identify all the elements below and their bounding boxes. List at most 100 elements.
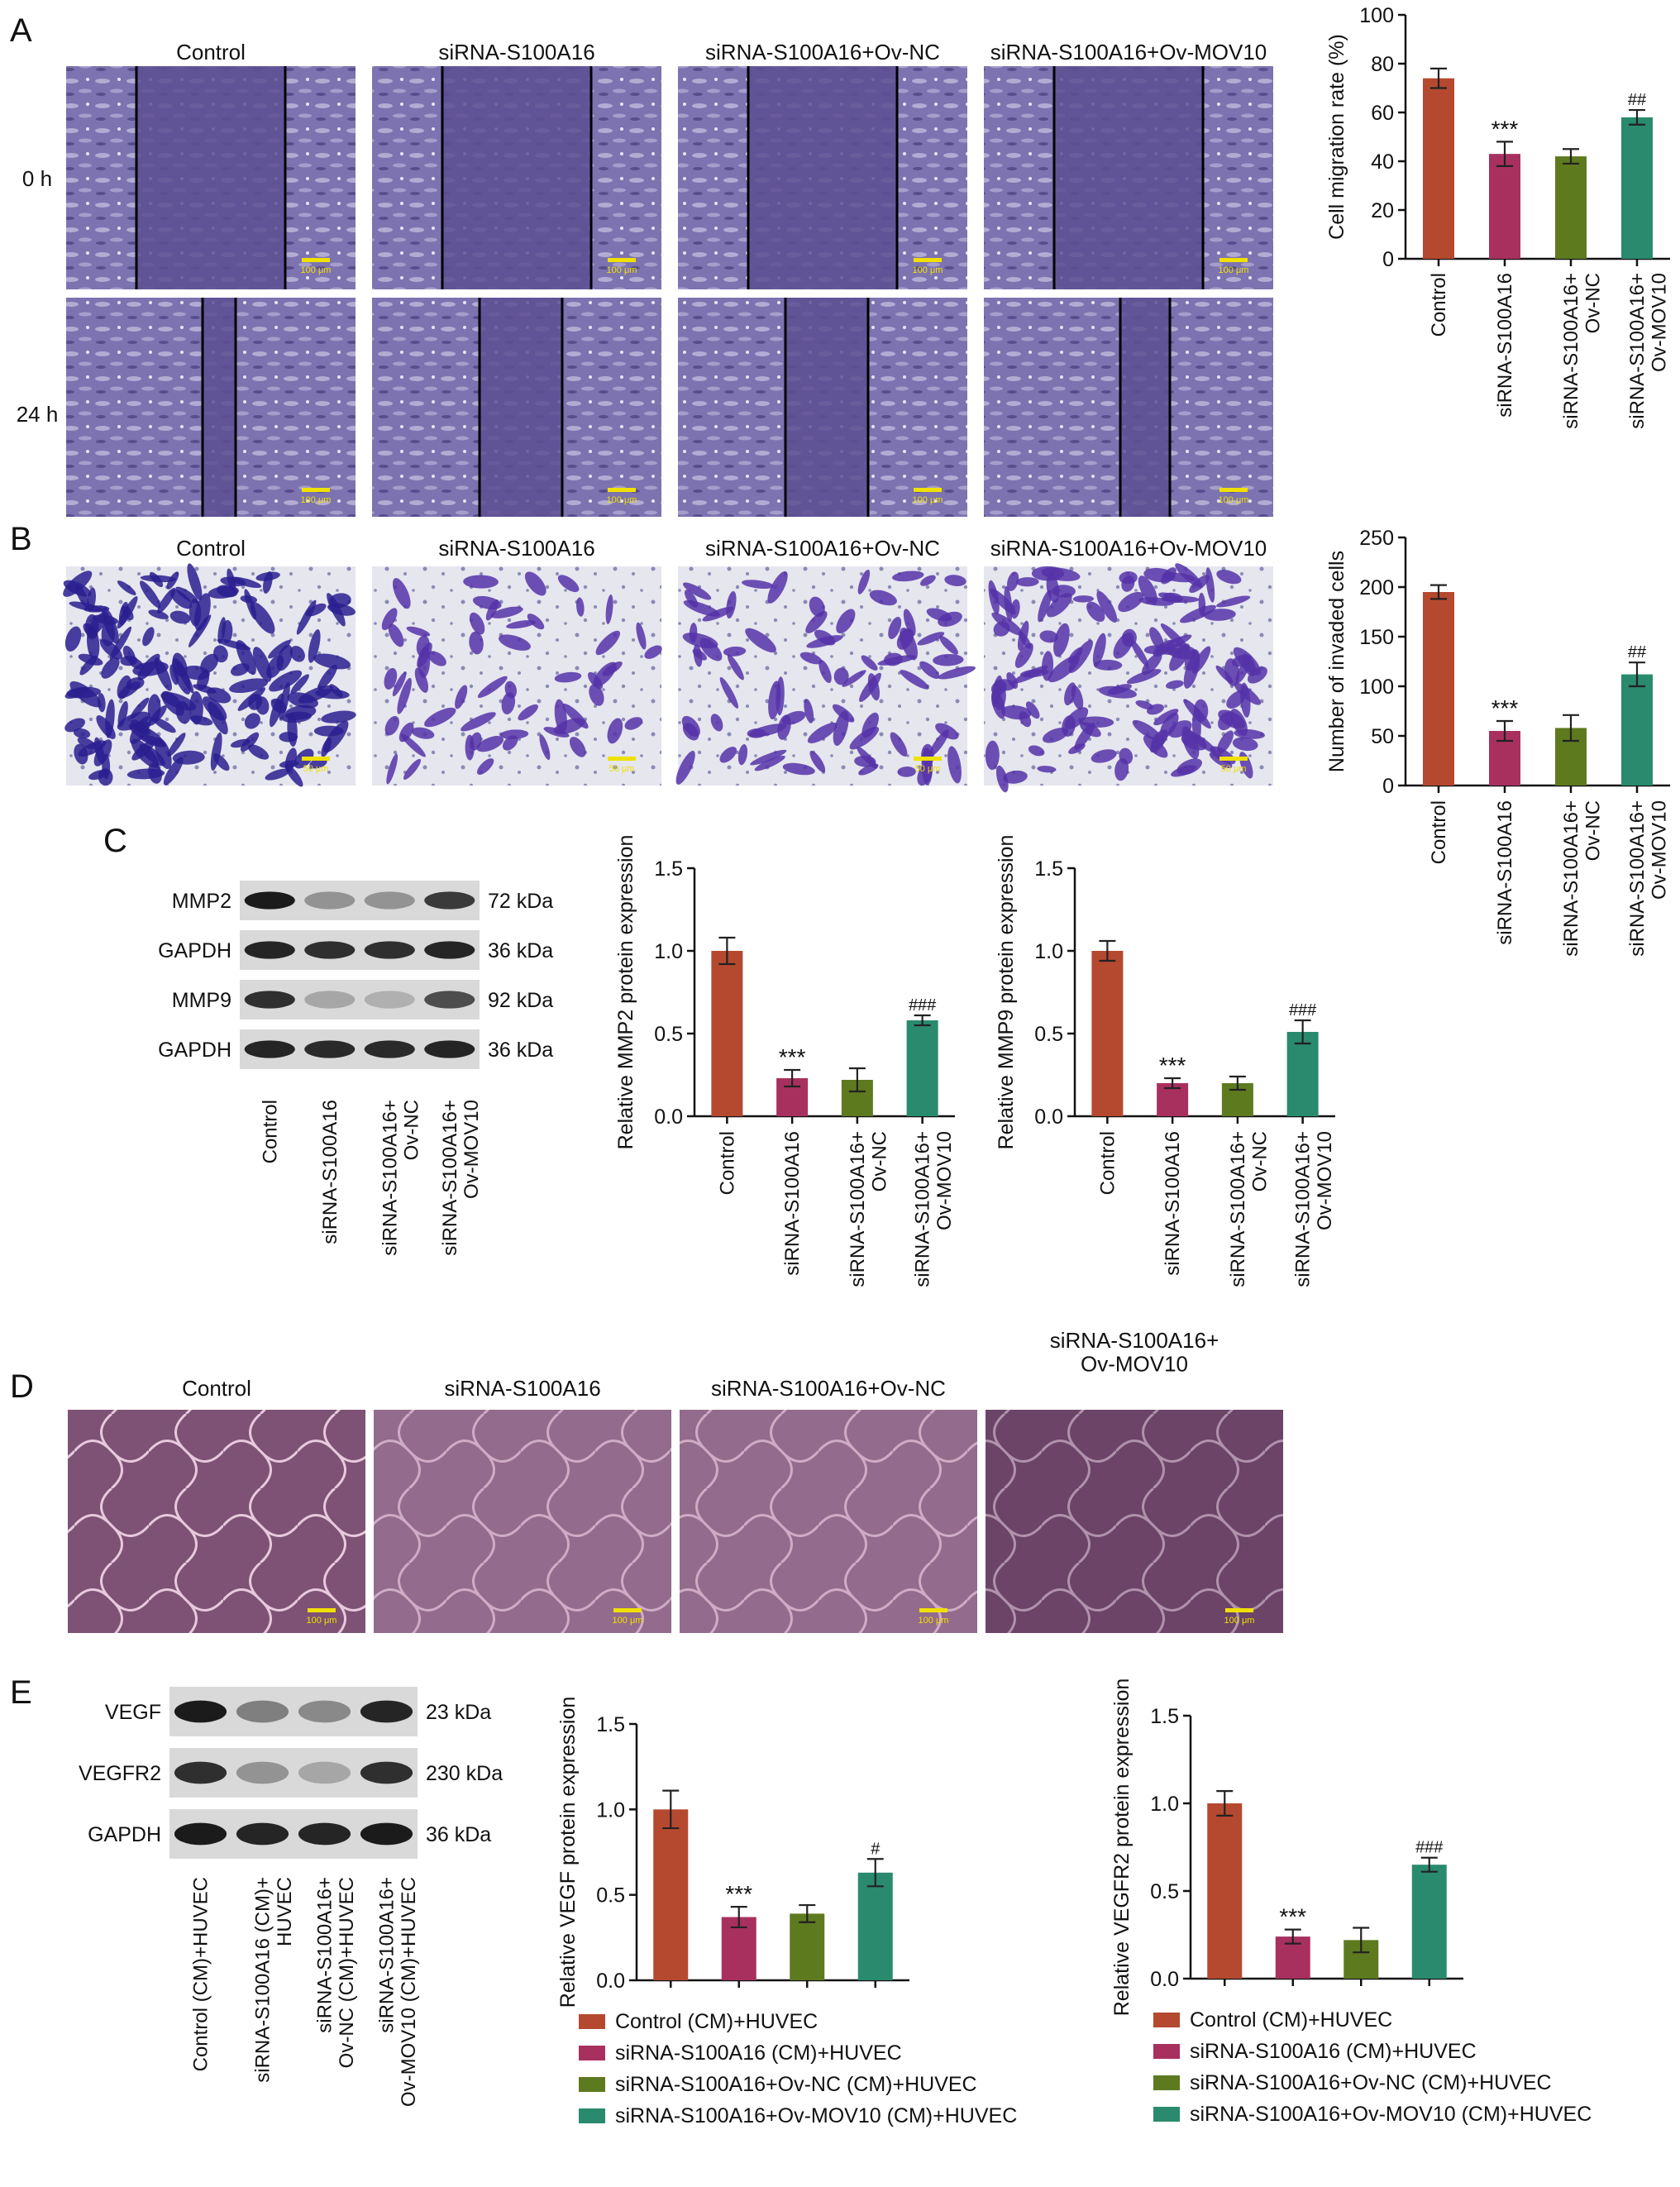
- legend-vegf-entry: siRNA-S100A16 (CM)+HUVEC: [615, 2041, 902, 2065]
- significance-mark: ###: [909, 996, 937, 1015]
- invaded-cell: [842, 670, 866, 687]
- scale-bar-label: 100 μm: [607, 265, 637, 275]
- bar-0: [653, 1809, 689, 1980]
- legend-vegfr2-swatch: [1153, 2044, 1180, 2059]
- invaded-cell: [392, 671, 407, 697]
- legend-vegf-entry: siRNA-S100A16+Ov-MOV10 (CM)+HUVEC: [615, 2104, 1017, 2127]
- invaded-cell: [321, 710, 356, 723]
- invaded-cell: [518, 704, 538, 721]
- invaded-cell: [819, 660, 832, 684]
- invaded-cell: [750, 749, 787, 766]
- invaded-cell: [1229, 709, 1248, 737]
- scale-bar-label: 50 μm: [915, 764, 941, 774]
- invaded-cell: [1014, 642, 1033, 668]
- invaded-cell: [268, 639, 291, 659]
- panelD-overlay: [986, 1410, 1283, 1633]
- invaded-cell: [327, 593, 346, 627]
- panelD-image: [986, 1410, 1283, 1633]
- invaded-cell: [917, 632, 945, 646]
- y-tick-label: 0: [1382, 775, 1394, 798]
- panelC-lane-label: siRNA-S100A16+Ov-MOV10: [439, 1100, 483, 1256]
- invaded-cell: [399, 722, 414, 743]
- significance-mark: ***: [1491, 116, 1519, 141]
- invaded-cell: [742, 580, 774, 590]
- y-tick-label: 0.0: [596, 1970, 625, 1993]
- significance-mark: ***: [779, 1044, 806, 1070]
- y-tick-label: 80: [1371, 53, 1394, 76]
- invaded-cell: [217, 617, 227, 644]
- invaded-cell: [935, 723, 959, 740]
- invaded-cell: [169, 610, 191, 624]
- invaded-cell: [122, 645, 136, 664]
- y-tick-label: 0.0: [654, 1105, 683, 1129]
- invaded-cell: [933, 653, 964, 666]
- y-axis-label: Relative MMP9 protein expression: [995, 835, 1018, 1150]
- invaded-cell: [129, 716, 152, 744]
- panelC-band: [304, 891, 356, 910]
- invaded-cell: [78, 653, 103, 666]
- invaded-cell: [861, 712, 879, 738]
- invaded-cell: [189, 598, 202, 627]
- panelC-kda-label: 36 kDa: [488, 1039, 553, 1062]
- scale-bar-label: 100 μm: [301, 265, 332, 275]
- invaded-cell: [308, 629, 321, 663]
- panelB-col-title: siRNA-S100A16+Ov-NC: [705, 536, 940, 561]
- bar-0: [1091, 951, 1124, 1116]
- y-tick-label: 1.0: [654, 940, 683, 963]
- invaded-cell: [406, 626, 431, 637]
- invaded-cell: [1007, 571, 1019, 591]
- panelC-band: [424, 941, 475, 959]
- invaded-cell: [153, 718, 176, 733]
- invaded-cell: [809, 596, 825, 618]
- scale-bar-label: 50 μm: [303, 764, 329, 774]
- invaded-cell: [607, 718, 623, 744]
- invaded-cell: [1132, 719, 1162, 742]
- y-tick-label: 1.5: [1150, 1705, 1179, 1728]
- invaded-cell: [88, 770, 108, 781]
- invaded-cell: [527, 614, 545, 630]
- y-axis-label: Relative MMP2 protein expression: [614, 835, 637, 1150]
- invaded-cell: [859, 672, 881, 703]
- panelB-col-title: siRNA-S100A16: [438, 536, 594, 561]
- scale-bar-label: 100 μm: [1224, 1616, 1255, 1626]
- invaded-cell: [381, 608, 398, 631]
- scale-bar-label: 100 μm: [1219, 265, 1249, 275]
- invaded-cell: [1153, 709, 1179, 726]
- scale-bar: [1219, 258, 1248, 262]
- chart-mmp2: 0.0 0.5 1.0 1.5 Relative MMP2 protein expres…: [614, 835, 956, 1287]
- invaded-cell: [897, 766, 916, 777]
- panelC-kda-label: 92 kDa: [488, 989, 553, 1012]
- significance-mark: ***: [1279, 1904, 1306, 1930]
- panelC-band: [244, 991, 295, 1009]
- panelC-protein-label: GAPDH: [158, 939, 231, 962]
- y-axis-label: Relative VEGFR2 protein expression: [1110, 1678, 1134, 2017]
- invaded-cell: [754, 755, 785, 771]
- invaded-cell: [506, 620, 537, 629]
- invaded-cell: [1042, 651, 1054, 681]
- panelC-band: [304, 941, 356, 959]
- invaded-cell: [69, 601, 103, 612]
- invaded-cell: [562, 703, 589, 729]
- invaded-cell: [624, 717, 643, 730]
- invaded-cell: [313, 653, 351, 670]
- invaded-cell: [397, 677, 412, 714]
- invaded-cell: [230, 738, 251, 748]
- invaded-cell: [719, 747, 737, 763]
- invaded-cell: [806, 635, 843, 648]
- invaded-cell: [167, 733, 186, 757]
- panel-letter-A: A: [10, 12, 32, 49]
- invaded-cell: [216, 585, 238, 598]
- invaded-cell: [118, 601, 129, 626]
- bar-0: [1423, 78, 1454, 259]
- invaded-cell: [384, 667, 398, 690]
- invaded-cell: [63, 571, 93, 597]
- panel-letter-E: E: [10, 1674, 32, 1711]
- invaded-cell: [1046, 593, 1072, 618]
- invaded-cell: [132, 661, 169, 676]
- significance-mark: ###: [1415, 1839, 1444, 1857]
- scale-bar-label: 100 μm: [919, 1616, 949, 1626]
- y-tick-label: 50: [1371, 725, 1394, 748]
- panelD-col-title: siRNA-S100A16: [444, 1376, 600, 1401]
- invaded-cell: [702, 606, 734, 622]
- invaded-cell: [476, 736, 504, 752]
